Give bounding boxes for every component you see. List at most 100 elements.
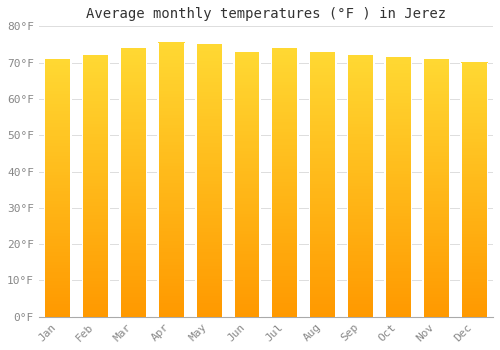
Bar [120,78,147,82]
Bar [44,191,72,194]
Bar [309,51,336,55]
Bar [309,131,336,134]
Bar [158,152,185,156]
Bar [385,109,412,112]
Bar [82,160,109,163]
Bar [309,171,336,174]
Bar [158,310,185,313]
Bar [347,238,374,242]
Bar [385,99,412,103]
Bar [309,91,336,95]
Bar [234,313,260,317]
Bar [120,102,147,105]
Bar [158,97,185,101]
Bar [271,139,298,142]
Bar [158,207,185,211]
Bar [422,291,450,294]
Bar [196,248,223,252]
Bar [234,234,260,237]
Bar [158,187,185,190]
Bar [120,290,147,293]
Bar [82,81,109,85]
Bar [460,262,488,266]
Bar [422,136,450,140]
Bar [82,287,109,290]
Bar [120,243,147,246]
Bar [309,81,336,85]
Bar [385,164,412,168]
Bar [234,270,260,274]
Bar [196,163,223,167]
Bar [460,174,488,177]
Bar [460,205,488,209]
Bar [347,205,374,209]
Bar [196,279,223,283]
Bar [309,191,336,194]
Bar [309,177,336,181]
Bar [158,60,185,63]
Bar [196,184,223,188]
Bar [271,276,298,280]
Bar [271,125,298,129]
Bar [385,307,412,310]
Bar [460,152,488,155]
Bar [422,155,450,159]
Bar [385,151,412,154]
Bar [422,175,450,178]
Bar [234,274,260,277]
Bar [158,303,185,307]
Bar [422,223,450,226]
Bar [184,43,186,317]
Bar [347,130,374,134]
Bar [196,204,223,208]
Bar [271,172,298,176]
Bar [44,146,72,149]
Bar [120,169,147,172]
Bar [82,261,109,265]
Bar [347,169,374,173]
Bar [44,130,72,133]
Bar [44,236,72,239]
Bar [120,226,147,230]
Bar [82,78,109,82]
Bar [234,141,260,145]
Bar [44,168,72,172]
Bar [82,150,109,153]
Bar [460,85,488,88]
Bar [309,151,336,154]
Bar [158,159,185,163]
Bar [120,250,147,253]
Bar [82,313,109,317]
Bar [196,215,223,218]
Bar [271,108,298,112]
Bar [309,78,336,82]
Bar [44,81,72,85]
Bar [347,88,374,91]
Bar [82,134,109,137]
Bar [422,214,450,217]
Bar [158,180,185,183]
Bar [309,128,336,131]
Bar [460,139,488,142]
Bar [158,296,185,300]
Bar [422,162,450,165]
Bar [309,121,336,125]
Bar [120,75,147,78]
Bar [158,275,185,279]
Bar [196,282,223,286]
Title: Average monthly temperatures (°F ) in Jerez: Average monthly temperatures (°F ) in Je… [86,7,446,21]
Bar [234,250,260,254]
Bar [234,138,260,141]
Bar [385,200,412,203]
Bar [158,132,185,135]
Bar [158,135,185,139]
Bar [44,239,72,243]
Bar [44,268,72,272]
Bar [234,171,260,174]
Bar [234,220,260,224]
Bar [158,214,185,217]
Bar [120,98,147,102]
Bar [460,164,488,167]
Bar [271,300,298,303]
Bar [309,250,336,254]
